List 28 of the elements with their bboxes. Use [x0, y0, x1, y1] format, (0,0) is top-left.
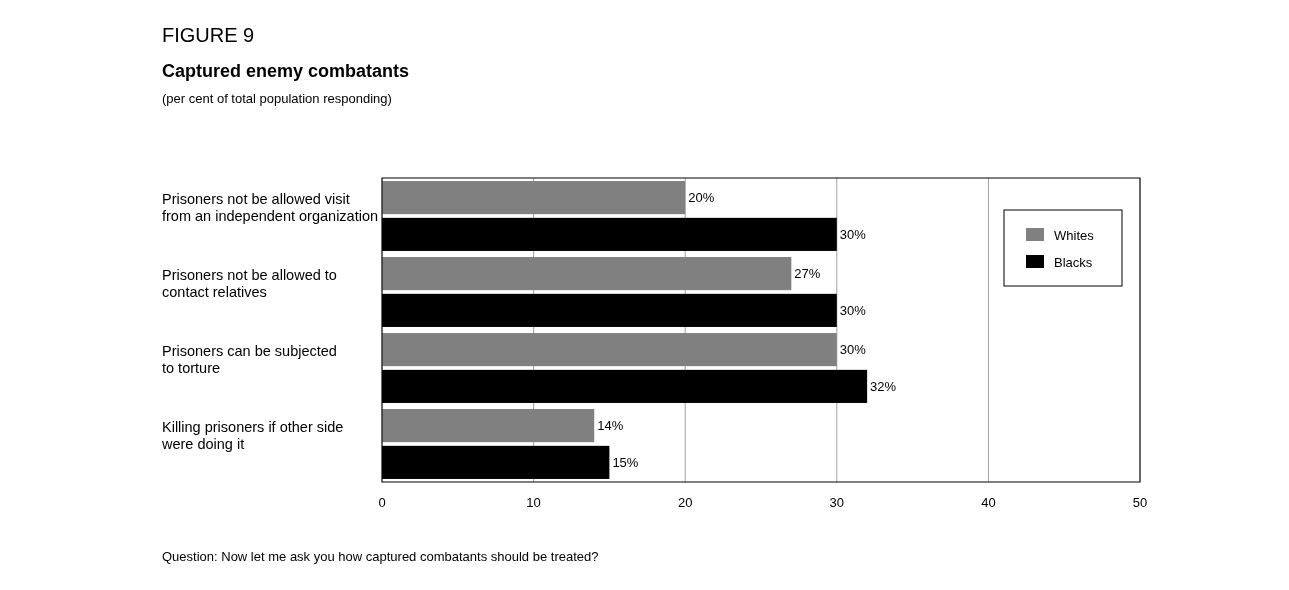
text: Question: Now let me ask you how captured combatants should be treated? [162, 549, 599, 564]
data-label: 27% [794, 266, 821, 282]
y-tick-label: Prisoners can be subjected to torture [162, 343, 337, 377]
x-tick-label: 20 [677, 495, 693, 510]
data-label: 30% [839, 342, 867, 358]
text: FIGURE 9 [162, 24, 255, 46]
data-label: 32% [870, 378, 897, 394]
legend-label: Whites [1054, 227, 1095, 243]
y-tick-label: Killing prisoners if other side were doing it [161, 419, 344, 453]
data-label: 30% [839, 302, 867, 318]
chart-subtitle: Captured enemy combatants [162, 61, 410, 81]
bar [382, 181, 686, 215]
data-label: 20% [688, 190, 715, 206]
bar [382, 409, 595, 443]
bar [382, 333, 837, 367]
y-tick-label: Prisoners not be allowed visit from an independent organization [162, 191, 379, 225]
y-tick-label: Prisoners not be allowed to contact relatives [162, 267, 337, 301]
text: (per cent of total population responding) [162, 91, 392, 106]
x-tick-label: 30 [829, 495, 845, 510]
data-label: 30% [839, 226, 867, 242]
x-tick-label: 0 [378, 495, 386, 510]
data-label: 15% [612, 454, 639, 470]
data-label: 14% [597, 418, 624, 434]
x-tick-label: 50 [1132, 495, 1148, 510]
bar [382, 257, 792, 291]
x-tick-label: 10 [526, 495, 541, 510]
legend-label: Blacks [1054, 254, 1093, 270]
x-tick-label: 40 [981, 495, 996, 510]
